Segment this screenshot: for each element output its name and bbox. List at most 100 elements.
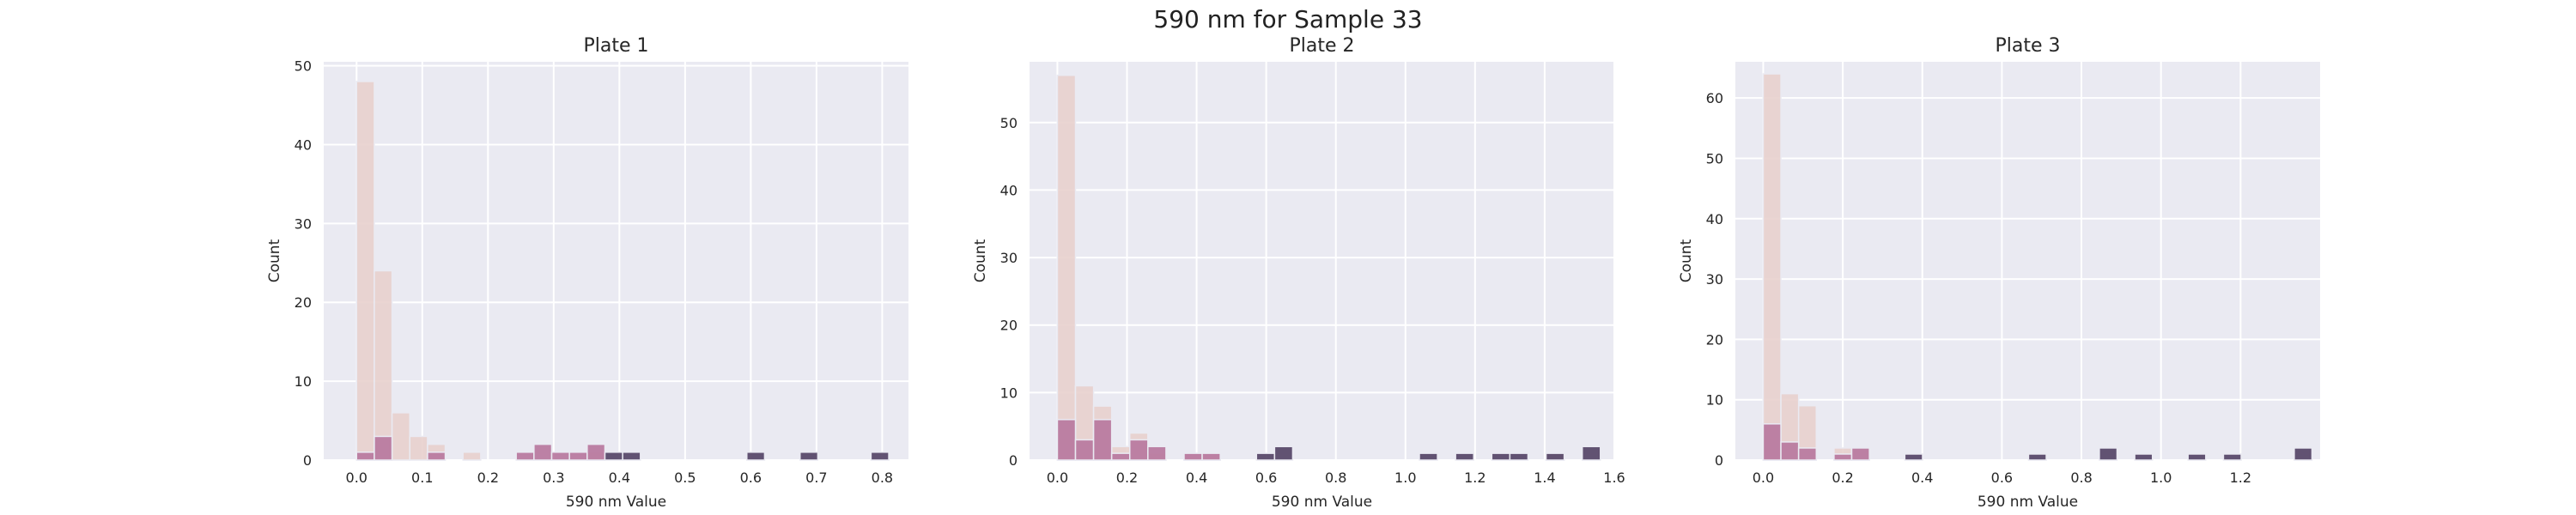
- histogram-bar: [2293, 447, 2313, 461]
- histogram-bar: [515, 451, 535, 461]
- histogram-bar: [622, 451, 641, 461]
- histogram-bar: [427, 451, 447, 461]
- x-tick-label: 0.3: [543, 470, 564, 486]
- y-tick-label: 30: [1706, 271, 1723, 288]
- x-tick-label: 0.8: [872, 470, 893, 486]
- histogram-bar: [1509, 452, 1529, 461]
- y-tick-label: 10: [1000, 385, 1018, 401]
- histogram-bar: [391, 412, 410, 461]
- y-axis-label: Count: [266, 239, 283, 282]
- histogram-bar: [1545, 452, 1565, 461]
- y-tick-label: 50: [295, 58, 312, 75]
- histogram-bar: [1255, 452, 1276, 461]
- histogram-bar: [1110, 452, 1131, 461]
- y-tick-label: 40: [1000, 182, 1018, 198]
- histogram-bar: [550, 451, 570, 461]
- x-tick-label: 0.0: [1753, 470, 1774, 486]
- plot-title: Plate 3: [1995, 35, 2060, 57]
- histogram-bar: [2134, 453, 2154, 461]
- histogram-bar: [1797, 447, 1818, 461]
- x-tick-label: 0.6: [740, 470, 762, 486]
- histogram-bar: [1074, 439, 1095, 461]
- histogram-bar: [374, 270, 393, 461]
- histogram-bar: [355, 451, 375, 461]
- x-tick-label: 0.2: [477, 470, 499, 486]
- chart-plate-1: 0.0 0.1 0.2 0.3 0.4 0.5 0.6 0.7 0.8 0 10 20 30 40 50 Pl…: [266, 35, 908, 511]
- histogram-bar: [1762, 73, 1782, 461]
- histogram-bar: [1056, 74, 1077, 461]
- x-tick-label: 1.0: [2150, 470, 2172, 486]
- histogram-bar: [2222, 453, 2242, 461]
- x-tick-label: 0.8: [2070, 470, 2092, 486]
- y-tick-label: 40: [295, 136, 312, 153]
- histogram-bar: [870, 451, 890, 461]
- y-tick-label: 40: [1706, 211, 1723, 227]
- y-tick-label: 20: [295, 294, 312, 311]
- x-axis-label: 590 nm Value: [1978, 494, 2078, 511]
- y-tick-label: 10: [1706, 392, 1723, 409]
- plot-area: [1030, 62, 1614, 460]
- histogram-bar: [1581, 445, 1601, 461]
- y-tick-label: 30: [1000, 250, 1018, 266]
- y-tick-label: 20: [1000, 318, 1018, 334]
- x-tick-label: 0.0: [346, 470, 368, 486]
- chart-plate-3: 0.0 0.2 0.4 0.6 0.8 1.0 1.2 0 10 20 30 40 50 60 Plate …: [1678, 35, 2320, 511]
- x-axis-label: 590 nm Value: [1272, 494, 1372, 511]
- histogram-bar: [568, 451, 588, 461]
- x-tick-label: 1.0: [1394, 470, 1416, 486]
- histogram-bar: [1092, 419, 1113, 461]
- histogram-bar: [2099, 447, 2118, 461]
- histogram-bar: [604, 451, 623, 461]
- y-axis-label: Count: [1678, 239, 1695, 282]
- x-tick-label: 0.2: [1116, 470, 1138, 486]
- histogram-bar: [1128, 439, 1149, 461]
- histogram-bar: [1147, 445, 1167, 461]
- y-tick-label: 50: [1000, 115, 1018, 131]
- histogram-bar: [462, 451, 482, 461]
- y-tick-label: 50: [1706, 150, 1723, 167]
- histogram-bar: [1780, 441, 1800, 461]
- y-tick-label: 30: [295, 215, 312, 232]
- histogram-bar: [374, 435, 393, 461]
- histogram-bar: [409, 435, 428, 461]
- histogram-bar: [1273, 445, 1294, 461]
- x-tick-label: 1.4: [1534, 470, 1555, 486]
- histogram-bar: [1491, 452, 1511, 461]
- x-tick-label: 0.7: [805, 470, 827, 486]
- histogram-bar: [533, 443, 553, 461]
- x-tick-label: 0.8: [1325, 470, 1346, 486]
- chart-plate-2: 0.0 0.2 0.4 0.6 0.8 1.0 1.2 1.4 1.6 0 10 20 30 40 50 Pl…: [972, 35, 1625, 511]
- y-tick-label: 0: [1009, 452, 1018, 469]
- histogram-bar: [1850, 447, 1870, 461]
- x-tick-label: 0.2: [1832, 470, 1853, 486]
- x-tick-label: 0.0: [1047, 470, 1068, 486]
- x-tick-label: 0.5: [674, 470, 696, 486]
- histogram-bar: [1183, 452, 1203, 461]
- histogram-bar: [586, 443, 606, 461]
- histogram-bar: [1904, 453, 1923, 461]
- y-axis-label: Count: [972, 239, 989, 282]
- histogram-bar: [1833, 453, 1853, 461]
- figure-title: 590 nm for Sample 33: [1153, 5, 1423, 33]
- x-axis-label: 590 nm Value: [566, 494, 666, 511]
- histogram-bar: [799, 451, 819, 461]
- x-tick-label: 0.1: [411, 470, 433, 486]
- x-tick-label: 1.6: [1603, 470, 1625, 486]
- x-tick-label: 1.2: [2230, 470, 2251, 486]
- x-tick-label: 0.6: [1255, 470, 1277, 486]
- histogram-bar: [1762, 423, 1782, 461]
- histogram-bar: [1201, 452, 1221, 461]
- x-tick-label: 0.4: [609, 470, 630, 486]
- y-tick-label: 10: [295, 373, 312, 390]
- x-tick-label: 0.6: [1991, 470, 2013, 486]
- y-tick-label: 0: [303, 452, 312, 469]
- plot-area: [1735, 62, 2320, 460]
- plot-area: [324, 62, 908, 460]
- histogram-bar: [1455, 452, 1474, 461]
- y-tick-label: 60: [1706, 90, 1723, 106]
- histogram-bar: [1419, 452, 1438, 461]
- histogram-bar: [1056, 419, 1077, 461]
- histogram-bar: [355, 81, 375, 461]
